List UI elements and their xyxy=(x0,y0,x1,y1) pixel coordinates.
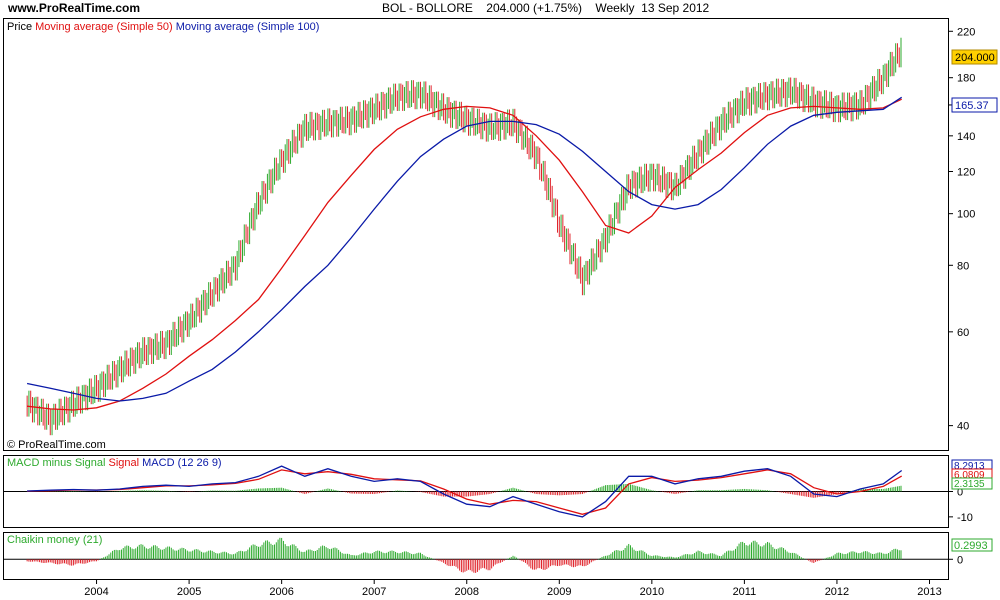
macd-line xyxy=(27,465,903,518)
price-tick-label: 220 xyxy=(957,26,975,38)
price-panel[interactable] xyxy=(3,18,949,451)
axis-layer: 2201801601401201008060400-10020042005200… xyxy=(84,26,975,598)
macd-value-box-3 xyxy=(951,477,993,490)
x-tick-label: 2010 xyxy=(640,586,664,598)
legend-macd-signal: Signal xyxy=(108,457,139,469)
legend-macd-line: MACD (12 26 9) xyxy=(142,457,221,469)
ma50-line xyxy=(27,98,902,411)
macd-legend: MACD minus Signal Signal MACD (12 26 9) xyxy=(7,457,222,469)
x-tick-label: 2013 xyxy=(917,586,941,598)
chart-header: www.ProRealTime.com BOL - BOLLORE 204.00… xyxy=(0,0,1000,18)
signal-value-label: 6.0809 xyxy=(954,470,985,481)
x-tick-label: 2006 xyxy=(269,586,293,598)
legend-ma50: Moving average (Simple 50) xyxy=(35,21,173,33)
ma-value-label: 165.37 xyxy=(955,100,989,112)
chaikin-layer xyxy=(4,537,948,573)
last-price-label: 204.000 xyxy=(955,52,995,64)
macd-layer xyxy=(4,465,948,518)
x-tick-label: 2011 xyxy=(733,586,757,598)
last-price-box xyxy=(951,49,998,65)
symbol-name: BOL - BOLLORE xyxy=(382,1,473,15)
chaikin-tick-label: 0 xyxy=(957,554,963,566)
watermark: © ProRealTime.com xyxy=(7,439,106,451)
price-tick-label: 100 xyxy=(957,209,975,221)
chaikin-value-box xyxy=(951,538,993,552)
price-tick-label: 180 xyxy=(957,73,975,85)
legend-ma100: Moving average (Simple 100) xyxy=(176,21,320,33)
chaikin-value-label: 0.2993 xyxy=(954,540,988,552)
x-tick-label: 2009 xyxy=(547,586,571,598)
price-tick-label: 80 xyxy=(957,260,969,272)
x-tick-label: 2008 xyxy=(455,586,479,598)
x-tick-label: 2007 xyxy=(362,586,386,598)
macd-tick-label: 0 xyxy=(957,487,963,499)
legend-macd-hist: MACD minus Signal xyxy=(7,457,105,469)
price-tick-label: 60 xyxy=(957,327,969,339)
chart-title: BOL - BOLLORE 204.000 (+1.75%) Weekly 13… xyxy=(382,1,709,15)
period-date: Weekly 13 Sep 2012 xyxy=(595,1,710,15)
price-legend: Price Moving average (Simple 50) Moving … xyxy=(7,21,319,33)
legend-price: Price xyxy=(7,21,32,33)
chaikin-legend: Chaikin money (21) xyxy=(7,534,102,546)
x-tick-label: 2012 xyxy=(825,586,849,598)
price-tick-label: 120 xyxy=(957,166,975,178)
price-tick-label: 40 xyxy=(957,421,969,433)
macd-tick-label: -10 xyxy=(957,512,973,524)
x-tick-label: 2005 xyxy=(177,586,201,598)
price-tick-label: 140 xyxy=(957,131,975,143)
ma100-line xyxy=(26,96,903,402)
ma-value-box xyxy=(951,97,998,113)
hist-value-label: 2.3135 xyxy=(954,479,985,490)
last-price-change: 204.000 (+1.75%) xyxy=(486,1,583,15)
price-layer xyxy=(26,37,903,436)
x-tick-label: 2004 xyxy=(84,586,108,598)
macd-value-label: 8.2913 xyxy=(954,461,985,472)
site-name: www.ProRealTime.com xyxy=(8,1,141,15)
